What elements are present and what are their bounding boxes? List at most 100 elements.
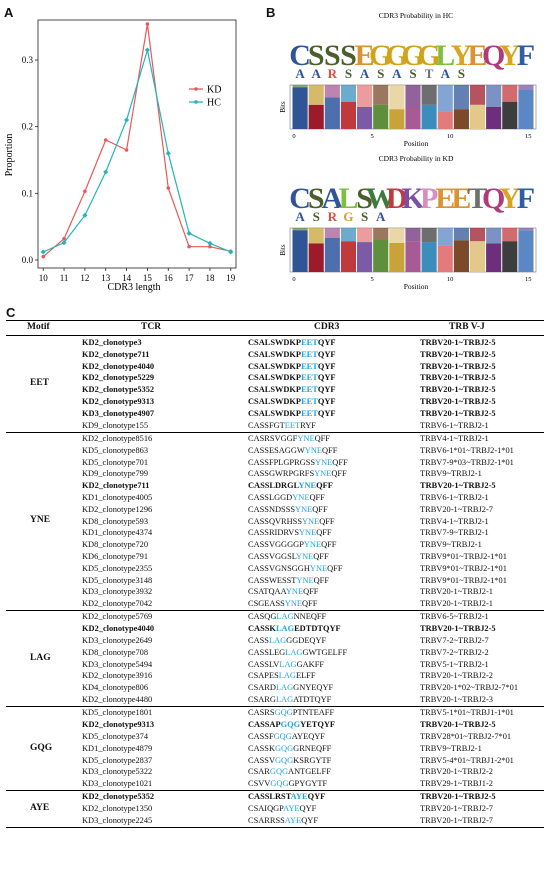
- logo-letter-secondary: S: [345, 66, 352, 81]
- cdr3-prefix: CASSLGGD: [248, 492, 293, 502]
- cdr3-motif-highlight: YNE: [304, 445, 322, 455]
- cdr3-cell: CSALSWDKPEETQYF: [248, 396, 336, 408]
- stack-bar: [373, 239, 389, 272]
- stack-bar: [357, 242, 373, 272]
- cdr3-suffix: QFF: [331, 469, 347, 479]
- logo-letter: L: [338, 182, 358, 215]
- data-point-hc: [103, 169, 109, 175]
- table-row: KD9_clonotype155 CASSFGTEETRYF TRBV6-1~TRB…: [0, 420, 550, 432]
- tcr-cell: KD2_clonotype3916: [82, 671, 153, 681]
- logo-letter: P: [420, 182, 438, 215]
- cdr3-motif-highlight: EET: [301, 385, 318, 395]
- tcr-cell: KD5_clonotype2837: [82, 755, 153, 765]
- cdr3-motif-highlight: YNE: [302, 516, 320, 526]
- logo-x-tick: 0: [292, 133, 295, 140]
- legend-label-hc: HC: [207, 98, 221, 109]
- stack-bar: [502, 241, 518, 272]
- table-row: KD1_clonotype4005 CASSLGGDYNEQFF TRBV6-1~T…: [0, 492, 550, 504]
- logo-letter: S: [356, 182, 373, 215]
- cdr3-prefix: CASSF: [248, 731, 274, 741]
- tcr-cell: KD8_clonotype720: [82, 540, 149, 550]
- cdr3-suffix: QYF: [299, 804, 317, 814]
- stack-bar: [357, 85, 373, 107]
- cdr3-cell: CSVVGQGGPYGYTF: [248, 778, 327, 790]
- data-point-kd: [145, 22, 150, 26]
- cdr3-suffix: EDTDTQYF: [294, 624, 341, 634]
- cdr3-prefix: CSALSWDKP: [248, 385, 302, 395]
- stack-bar: [340, 85, 357, 102]
- x-tick-label: 19: [226, 273, 236, 283]
- stack-bar: [324, 228, 340, 238]
- cdr3-motif-highlight: LAG: [275, 695, 294, 704]
- stack-bar: [469, 228, 486, 242]
- stack-bar: [389, 109, 405, 129]
- logo-x-tick: 10: [447, 276, 454, 283]
- cdr3-cell: CSALSWDKPEETQYF: [248, 361, 336, 373]
- table-header-rule: [6, 335, 544, 336]
- stack-bar: [518, 89, 534, 129]
- tcr-cell: KD2_clonotype3: [82, 338, 142, 347]
- logo-letter: Y: [499, 182, 521, 215]
- cdr3-suffix: QFF: [327, 563, 343, 573]
- stack-bar: [502, 85, 518, 102]
- x-tick-label: 18: [205, 273, 215, 283]
- logo-letter: E: [435, 182, 455, 215]
- cdr3-motif-highlight: EET: [301, 338, 318, 347]
- cdr3-suffix: QYF: [317, 373, 336, 383]
- y-tick-label: 0.1: [22, 188, 33, 198]
- cdr3-prefix: CASSFGT: [248, 420, 285, 430]
- trb-cell: TRBV6-1~TRBJ2-1: [420, 492, 489, 502]
- tcr-cell: KD1_clonotype4374: [82, 528, 153, 538]
- cdr3-suffix: QFF: [313, 575, 329, 585]
- trb-cell: TRBV20-1~TRBJ2-3: [420, 695, 493, 704]
- cdr3-motif-highlight: LAG: [275, 624, 295, 634]
- table-row: KD3_clonotype3932 CSATQAAYNEQFF TRBV20-1~T…: [0, 586, 550, 598]
- tcr-cell: KD8_clonotype708: [82, 647, 149, 657]
- tcr-cell: KD5_clonotype3148: [82, 575, 153, 585]
- stack-bar: [292, 228, 308, 231]
- cdr3-motif-highlight: LAG: [268, 636, 287, 645]
- x-tick-label: 14: [122, 273, 132, 283]
- logo-letter-secondary: S: [313, 209, 320, 224]
- cdr3-prefix: CSATQAA: [248, 587, 286, 597]
- table-row: KD2_clonotype4480 CSARGLAGATDTQYF TRBV20-1…: [0, 694, 550, 706]
- logo-letter-secondary: A: [312, 66, 322, 81]
- series-line-kd: [42, 23, 231, 258]
- cdr3-cell: CASSAPGQGYETQYF: [248, 719, 335, 731]
- cdr3-prefix: CASRSVGGF: [248, 433, 298, 443]
- tcr-cell: KD9_clonotype799: [82, 469, 149, 479]
- cdr3-cell: CASSFGTEETRYF: [248, 420, 316, 432]
- logo-title: CDR3 Probability in HC: [379, 11, 453, 20]
- table-row: KD5_clonotype701 CASSFPLGPRGSSYNEQFF TRBV7…: [0, 457, 550, 469]
- stack-bar: [405, 107, 421, 129]
- table-row: KD2_clonotype9313 CASSAPGQGYETQYF TRBV20-1…: [0, 719, 550, 731]
- table-row: KD2_clonotype711 CASSLDRGLYNEQFF TRBV20-1~…: [0, 480, 550, 492]
- cdr3-cell: CSAIQGPAYEQYF: [248, 803, 316, 815]
- cdr3-motif-highlight: GQG: [273, 731, 292, 741]
- plot-frame: [37, 19, 237, 269]
- group-rule: [6, 431, 544, 433]
- cdr3-suffix: QYF: [307, 792, 326, 802]
- cdr3-suffix: QFF: [322, 445, 338, 455]
- logo-letter: E: [355, 39, 375, 72]
- cdr3-suffix: GWTGELFF: [302, 647, 348, 657]
- tcr-cell: KD5_clonotype1801: [82, 708, 153, 718]
- x-tick-label: 11: [60, 273, 69, 283]
- stack-bar: [453, 228, 469, 241]
- logo-letter: G: [369, 39, 392, 72]
- table-row: KD6_clonotype791 CASSVGGSLYNEQFF TRBV9*01~…: [0, 551, 550, 563]
- cdr3-cell: CSALSWDKPEETQYF: [248, 408, 336, 420]
- stack-bar: [292, 87, 308, 129]
- logo-letter-secondary: A: [441, 66, 451, 81]
- logo-letter: Y: [499, 39, 521, 72]
- logo-letter: W: [366, 182, 396, 215]
- logo-letter-secondary: A: [295, 66, 305, 81]
- data-point-hc: [165, 150, 171, 156]
- cdr3-motif-highlight: EET: [301, 361, 318, 371]
- cdr3-prefix: CASSAP: [248, 720, 281, 730]
- logo-y-label: Bits: [279, 244, 287, 256]
- cdr3-motif-highlight: YNE: [292, 492, 310, 502]
- cdr3-prefix: CASSNDSSS: [248, 504, 296, 514]
- cdr3-cell: CASSWESSTYNEQFF: [248, 575, 329, 587]
- cdr3-suffix: GGDEQYF: [286, 636, 327, 645]
